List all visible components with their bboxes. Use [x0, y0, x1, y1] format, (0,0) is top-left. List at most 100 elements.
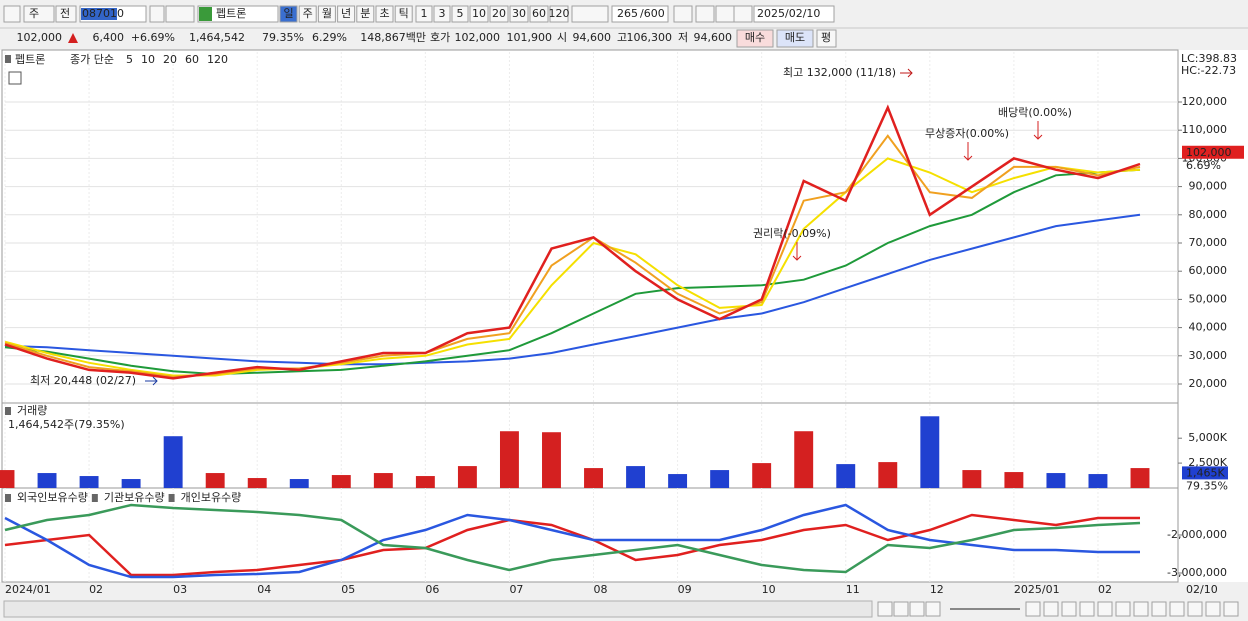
- y-tick-label: 2,500K: [1188, 456, 1227, 469]
- x-end-label: 02/10: [1186, 583, 1218, 596]
- axis-bg: [1178, 50, 1248, 582]
- volume-bar: [584, 468, 603, 488]
- legend-entry: 5: [126, 53, 133, 66]
- nav-button[interactable]: [909, 601, 925, 617]
- y-tick-label: -3,000,000: [1167, 566, 1227, 579]
- interval-button[interactable]: [509, 5, 529, 23]
- stock-name: 펩트론: [216, 7, 246, 20]
- buy-button[interactable]: [736, 29, 774, 48]
- interval-button[interactable]: [451, 5, 469, 23]
- label: 전: [60, 7, 70, 20]
- search-button[interactable]: [149, 5, 165, 23]
- volume-bar: [752, 463, 772, 488]
- quote-ask-label: 호가: [430, 31, 450, 44]
- tool-button[interactable]: [1115, 601, 1131, 617]
- interval-button[interactable]: [549, 5, 569, 23]
- sell-button[interactable]: [776, 29, 814, 48]
- volume-bar: [1004, 472, 1024, 488]
- sound-button[interactable]: [165, 5, 195, 23]
- tool-button[interactable]: [1061, 601, 1077, 617]
- panel-frame: [1, 487, 1179, 583]
- x-tick-label: 11: [846, 583, 860, 596]
- volume-bar: [121, 479, 141, 488]
- tool-button[interactable]: [1097, 601, 1113, 617]
- dropdown[interactable]: [571, 5, 609, 23]
- tool-button[interactable]: [695, 5, 715, 23]
- legend-entry: 120: [207, 53, 228, 66]
- interval-button[interactable]: [433, 5, 451, 23]
- volume-bar: [457, 466, 477, 488]
- menu-button[interactable]: [3, 5, 21, 23]
- volume-bar: [331, 475, 351, 488]
- nav-button[interactable]: [877, 601, 893, 617]
- quote-ask: 102,000: [455, 31, 501, 44]
- interval: 30: [512, 7, 526, 20]
- tool-button[interactable]: [1187, 601, 1203, 617]
- legend-title: 펩트론: [15, 53, 45, 66]
- x-tick-label: 06: [425, 583, 439, 596]
- annotation: 무상증자(0.00%): [925, 127, 1009, 140]
- tool-button[interactable]: [673, 5, 693, 23]
- x-tick-label: 2024/01: [5, 583, 51, 596]
- tool-button[interactable]: [1223, 601, 1239, 617]
- period: 월: [322, 7, 332, 20]
- tool-button[interactable]: [715, 5, 735, 23]
- name-icon: [199, 7, 212, 21]
- avg-button[interactable]: [816, 29, 837, 48]
- interval-button[interactable]: [529, 5, 549, 23]
- interval: 20: [492, 7, 506, 20]
- code-selection: [81, 8, 117, 20]
- tool-button[interactable]: [1043, 601, 1059, 617]
- quote-change: 6,400: [93, 31, 125, 44]
- legend-icon: [5, 55, 11, 63]
- count: 265: [617, 7, 638, 20]
- period: 틱: [399, 7, 409, 20]
- volume-bar: [542, 432, 561, 488]
- tool-button[interactable]: [1025, 601, 1041, 617]
- volume-bar: [836, 464, 856, 488]
- period-button[interactable]: [375, 5, 394, 23]
- legend-entry: 외국인보유수량: [17, 491, 88, 504]
- quote-amount: 148,867백만: [360, 31, 426, 44]
- panel-icon: [8, 71, 22, 85]
- nav-button[interactable]: [925, 601, 941, 617]
- quote-price: 102,000: [17, 31, 63, 44]
- y-tick-label: 70,000: [1189, 236, 1228, 249]
- period-button[interactable]: [279, 5, 298, 23]
- annotation: 배당락(0.00%): [998, 106, 1072, 119]
- scrollbar[interactable]: [3, 600, 873, 618]
- name-box[interactable]: [197, 5, 279, 23]
- interval-button[interactable]: [415, 5, 433, 23]
- change-label: 79.35%: [1186, 479, 1228, 492]
- period-button[interactable]: [394, 5, 413, 23]
- period-button[interactable]: [298, 5, 317, 23]
- change-label: 6.69%: [1186, 159, 1221, 172]
- tool-button[interactable]: [1133, 601, 1149, 617]
- button[interactable]: [23, 5, 55, 23]
- legend-entry: 60: [185, 53, 199, 66]
- y-tick-label: 120,000: [1182, 95, 1228, 108]
- x-tick-label: 02: [1098, 583, 1112, 596]
- period-button[interactable]: [356, 5, 375, 23]
- tool-button[interactable]: [733, 5, 753, 23]
- interval-button[interactable]: [489, 5, 509, 23]
- tool-button[interactable]: [1169, 601, 1185, 617]
- quote-bid: 101,900: [507, 31, 553, 44]
- count-box[interactable]: [611, 5, 669, 23]
- nav-button[interactable]: [893, 601, 909, 617]
- volume-bar: [710, 470, 730, 488]
- scale-label: LC:398.83: [1181, 52, 1237, 65]
- x-tick-label: 08: [594, 583, 608, 596]
- volume-bar: [1088, 474, 1108, 488]
- tool-button[interactable]: [1079, 601, 1095, 617]
- period-button[interactable]: [337, 5, 356, 23]
- interval-button[interactable]: [469, 5, 489, 23]
- volume-bar: [794, 431, 814, 488]
- quote-high-label: 고: [617, 31, 627, 44]
- tool-button[interactable]: [1151, 601, 1167, 617]
- button[interactable]: [55, 5, 77, 23]
- tool-button[interactable]: [1205, 601, 1221, 617]
- period-button[interactable]: [317, 5, 336, 23]
- date-box[interactable]: [753, 5, 835, 23]
- series-line: [4, 213, 1141, 366]
